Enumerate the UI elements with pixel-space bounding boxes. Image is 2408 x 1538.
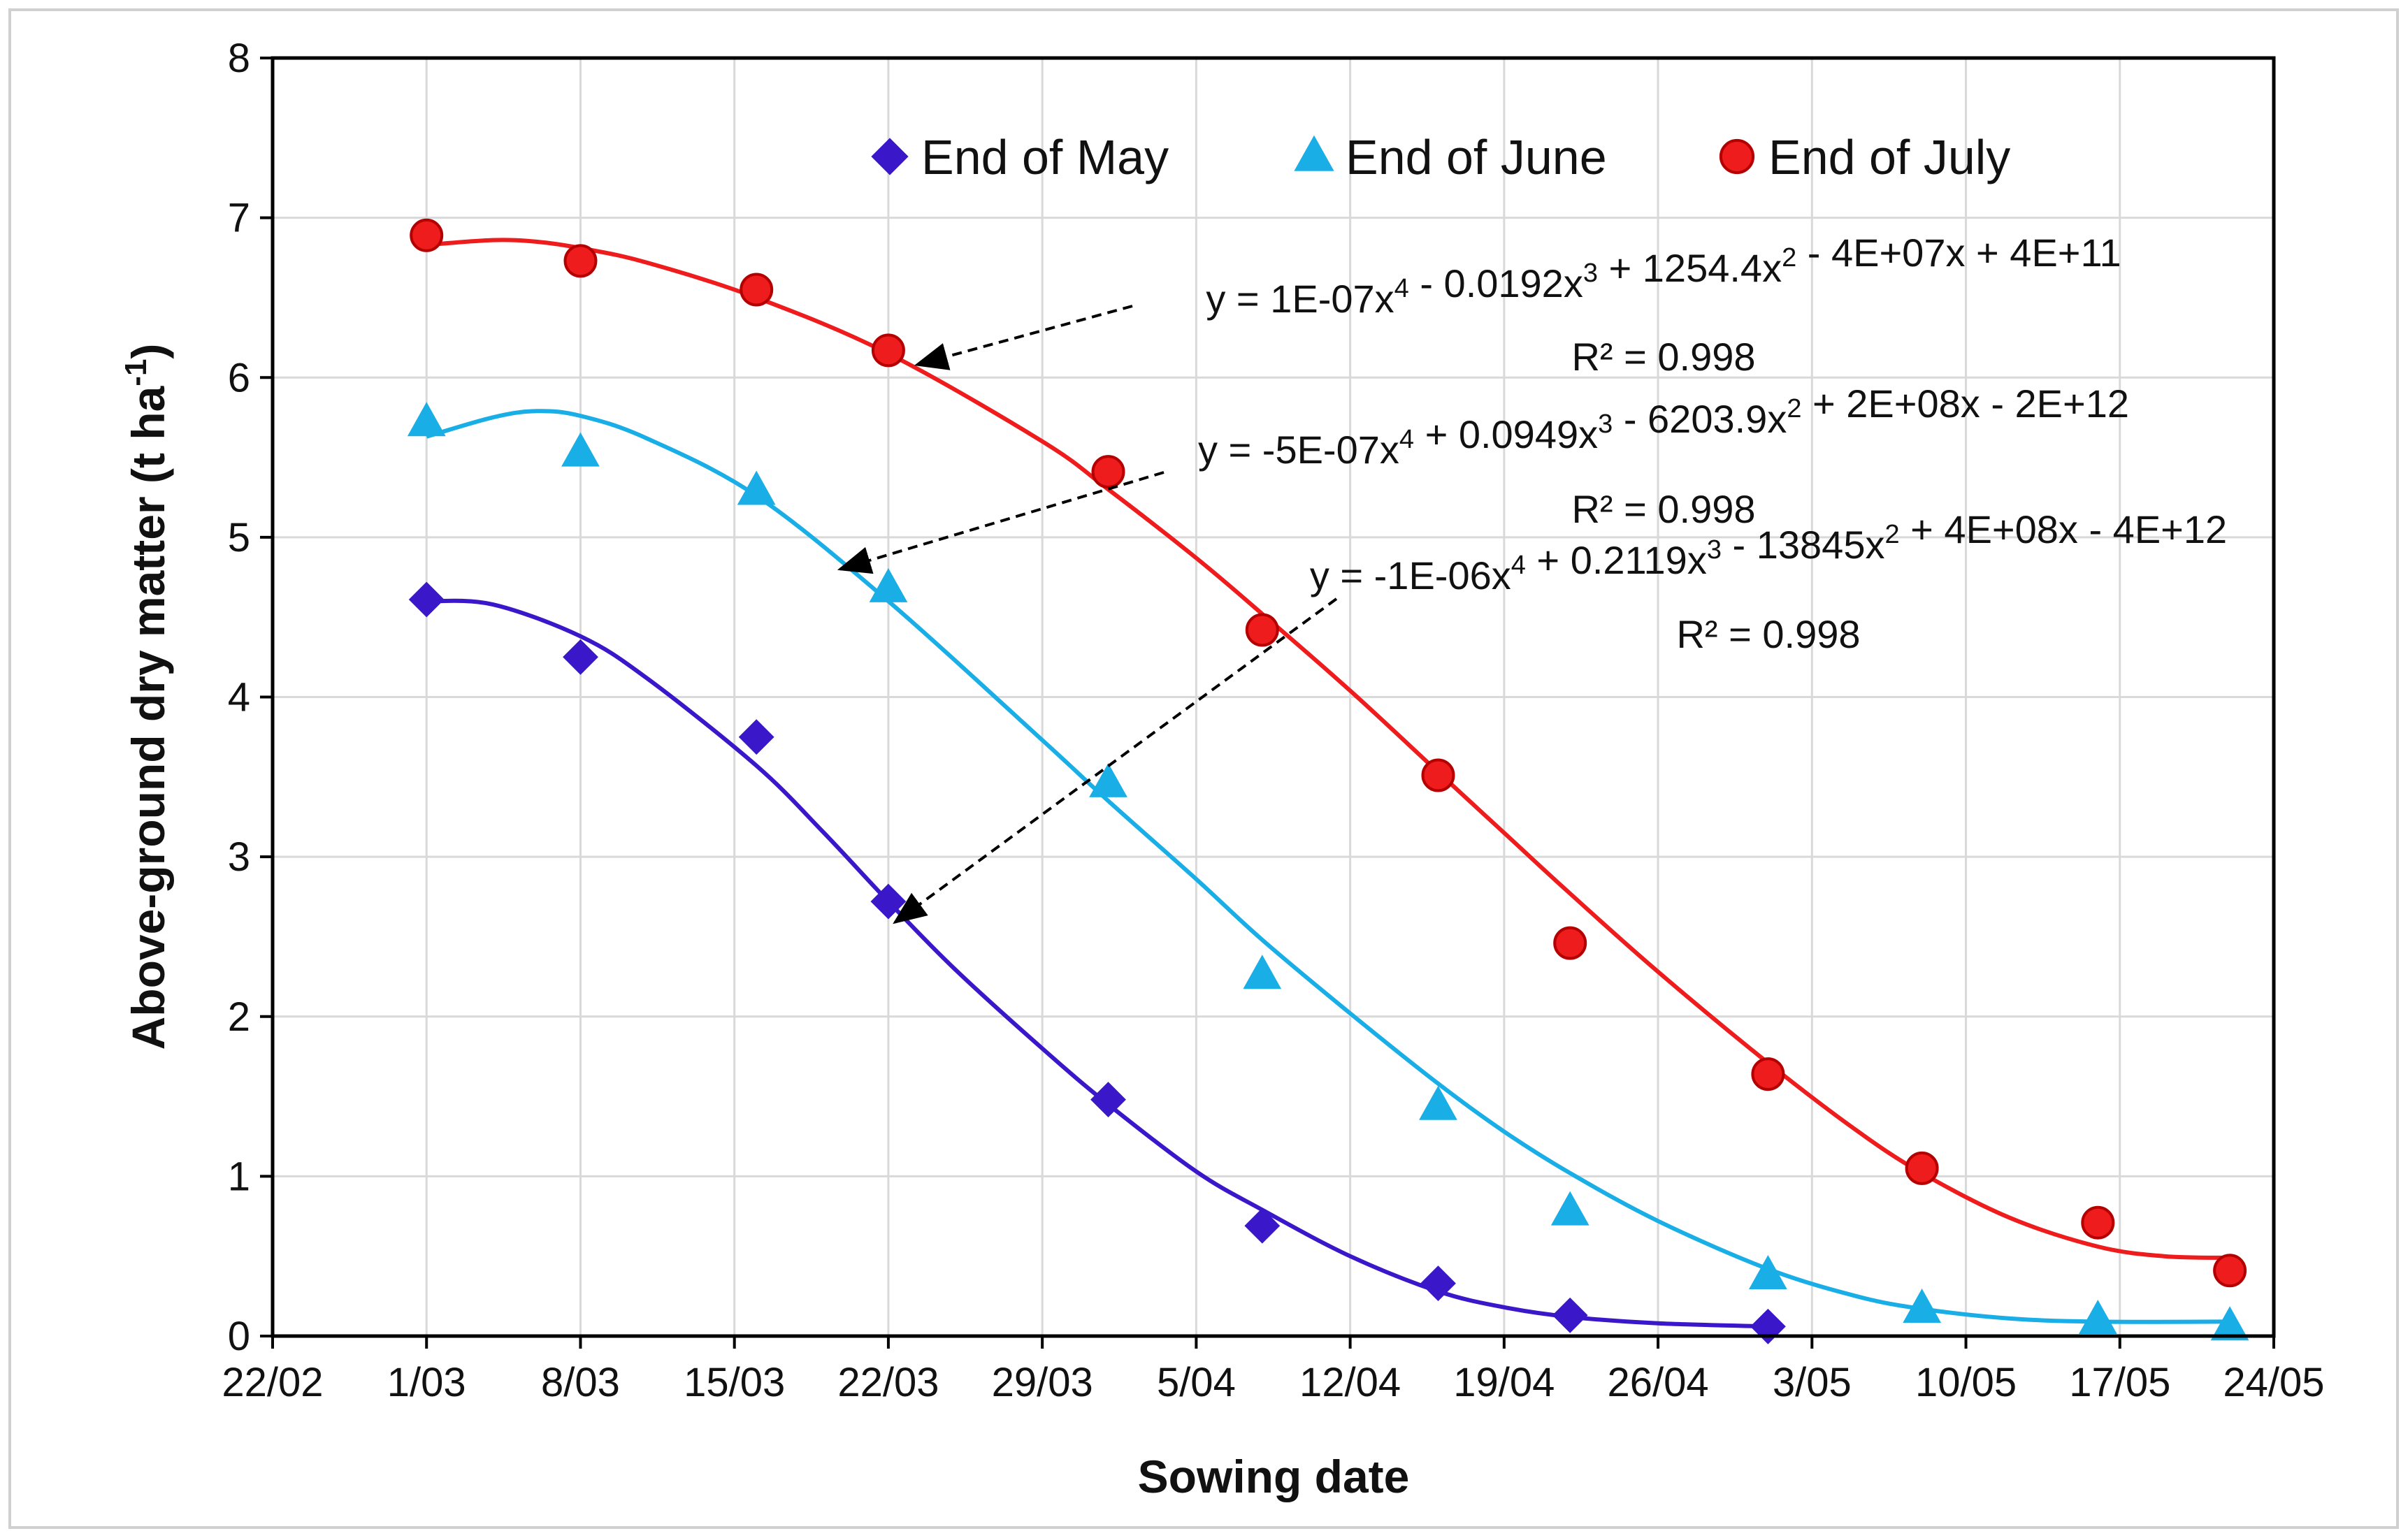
y-axis-title-main: Above-ground dry matter (t ha bbox=[122, 385, 174, 1050]
x-tick-label: 5/04 bbox=[1157, 1360, 1236, 1405]
r-squared-text: R² = 0.998 bbox=[1571, 335, 1755, 379]
x-tick-label: 10/05 bbox=[1915, 1360, 2017, 1405]
data-point-end-of-july bbox=[1421, 758, 1455, 792]
data-point-end-of-june bbox=[869, 567, 908, 602]
data-point-end-of-july bbox=[1553, 926, 1587, 960]
y-tick-label: 8 bbox=[228, 36, 250, 81]
legend-label-end-of-may: End of May bbox=[921, 130, 1169, 184]
data-point-end-of-june bbox=[1550, 1191, 1589, 1226]
data-point-end-of-may bbox=[738, 719, 774, 755]
data-point-end-of-july bbox=[563, 244, 598, 278]
x-tick-label: 26/04 bbox=[1607, 1360, 1708, 1405]
data-point-end-of-june bbox=[2210, 1306, 2249, 1341]
data-point-end-of-may bbox=[1090, 1082, 1126, 1118]
trendline-end-of-may bbox=[426, 598, 1768, 1329]
y-axis-title: Above-ground dry matter (t ha-1) bbox=[119, 344, 174, 1050]
data-point-end-of-june bbox=[1243, 955, 1282, 989]
r-squared-text: R² = 0.998 bbox=[1676, 612, 1860, 656]
x-tick-label: 3/05 bbox=[1773, 1360, 1852, 1405]
x-tick-label: 24/05 bbox=[2223, 1360, 2324, 1405]
data-point-end-of-july bbox=[1091, 455, 1125, 489]
data-point-end-of-july bbox=[410, 218, 444, 252]
y-tick-label: 2 bbox=[228, 994, 250, 1040]
annotation-arrow bbox=[893, 597, 1338, 924]
axis-ticks: 0 1 2 3 4 5 6 7 8 22/02 1/03 8/03 15/03 22/03 29/03 5/0… bbox=[222, 36, 2324, 1405]
equation-text: y = -5E-07x4 + 0.0949x3 - 6203.9x2 + 2E+… bbox=[1198, 382, 2129, 472]
data-point-end-of-may bbox=[563, 639, 598, 675]
equation-text: y = -1E-06x4 + 0.2119x3 - 13845x2 + 4E+0… bbox=[1310, 507, 2227, 597]
y-axis-title-sup: -1 bbox=[119, 359, 153, 386]
data-point-end-of-june bbox=[737, 470, 776, 505]
y-tick-label: 0 bbox=[228, 1314, 250, 1359]
y-tick-label: 4 bbox=[228, 675, 250, 720]
data-point-end-of-july bbox=[1905, 1151, 1939, 1185]
data-point-end-of-june bbox=[1089, 762, 1127, 797]
x-axis-title: Sowing date bbox=[1138, 1451, 1410, 1502]
x-tick-label: 19/04 bbox=[1453, 1360, 1555, 1405]
legend-label-end-of-july: End of July bbox=[1768, 130, 2010, 184]
data-point-end-of-july bbox=[2081, 1205, 2115, 1240]
legend-marker-end-of-june bbox=[1294, 135, 1334, 171]
y-tick-label: 7 bbox=[228, 196, 250, 241]
annotation-arrow bbox=[837, 471, 1165, 574]
data-point-end-of-may bbox=[1420, 1265, 1456, 1302]
data-point-end-of-may bbox=[1244, 1207, 1281, 1244]
data-point-end-of-may bbox=[1552, 1297, 1588, 1333]
data-point-end-of-july bbox=[1751, 1057, 1785, 1091]
y-tick-label: 6 bbox=[228, 355, 250, 400]
data-point-end-of-june bbox=[2078, 1300, 2117, 1334]
x-tick-label: 12/04 bbox=[1299, 1360, 1401, 1405]
x-tick-label: 17/05 bbox=[2069, 1360, 2170, 1405]
data-point-end-of-july bbox=[740, 273, 774, 307]
legend-label-end-of-june: End of June bbox=[1346, 130, 1607, 184]
legend-marker-end-of-may bbox=[871, 138, 909, 175]
data-point-end-of-june bbox=[1748, 1255, 1787, 1289]
equation-text: y = 1E-07x4 - 0.0192x3 + 1254.4x2 - 4E+0… bbox=[1206, 231, 2121, 321]
x-tick-label: 22/03 bbox=[837, 1360, 939, 1405]
y-tick-label: 3 bbox=[228, 834, 250, 880]
legend-marker-end-of-july bbox=[1719, 138, 1755, 175]
data-point-end-of-may bbox=[408, 581, 445, 618]
x-tick-label: 29/03 bbox=[992, 1360, 1093, 1405]
data-point-end-of-june bbox=[407, 402, 446, 437]
data-point-end-of-july bbox=[2213, 1254, 2247, 1288]
x-tick-label: 1/03 bbox=[387, 1360, 466, 1405]
y-tick-label: 1 bbox=[228, 1154, 250, 1199]
data-point-end-of-july bbox=[1245, 613, 1279, 647]
trendline-end-of-june bbox=[426, 409, 2230, 1324]
data-points bbox=[407, 218, 2249, 1344]
y-tick-label: 5 bbox=[228, 515, 250, 560]
y-axis-title-close: ) bbox=[122, 344, 174, 359]
data-point-end-of-june bbox=[1419, 1085, 1457, 1120]
x-tick-label: 8/03 bbox=[541, 1360, 620, 1405]
data-point-end-of-june bbox=[561, 432, 600, 467]
r-squared-text: R² = 0.998 bbox=[1571, 487, 1755, 531]
equation-annotations: y = 1E-07x4 - 0.0192x3 + 1254.4x2 - 4E+0… bbox=[837, 231, 2227, 924]
data-point-end-of-july bbox=[871, 333, 905, 368]
x-tick-label: 15/03 bbox=[684, 1360, 785, 1405]
data-point-end-of-june bbox=[1903, 1289, 1942, 1323]
annotation-arrow bbox=[914, 305, 1133, 370]
legend: End of May End of June End of July bbox=[871, 130, 2010, 184]
x-tick-label: 22/02 bbox=[222, 1360, 323, 1405]
chart-border bbox=[8, 8, 2399, 1529]
